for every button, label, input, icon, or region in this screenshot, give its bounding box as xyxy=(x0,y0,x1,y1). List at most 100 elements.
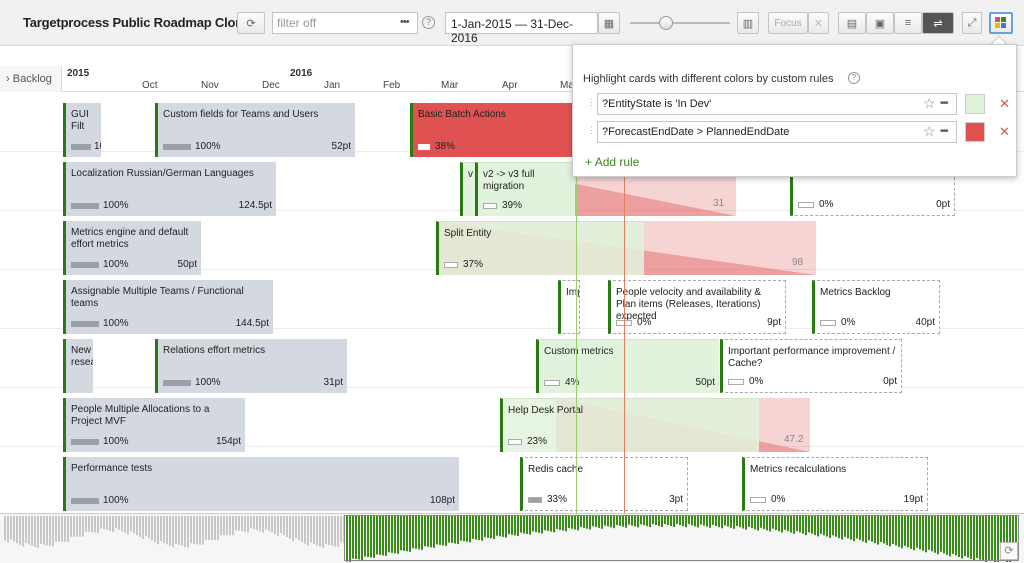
remove-rule-icon[interactable]: ✕ xyxy=(999,96,1010,111)
card[interactable]: Custom metrics 4% 50pt xyxy=(536,339,719,393)
add-rule-button[interactable]: + Add rule xyxy=(585,155,639,169)
card-points: 19pt xyxy=(903,494,923,505)
help-icon[interactable]: ? xyxy=(848,72,860,84)
card-progress xyxy=(483,203,497,209)
card[interactable]: Relations effort metrics 100% 31pt xyxy=(155,339,347,393)
focus-clear-button[interactable]: ✕ xyxy=(808,12,829,34)
card[interactable]: Metrics recalculations 0% 19pt xyxy=(742,457,928,511)
refresh-button[interactable]: ⟳ xyxy=(237,12,265,34)
card-percent: 39% xyxy=(502,200,523,211)
month-label: Jan xyxy=(324,80,341,91)
rule-expression-input[interactable] xyxy=(597,121,957,143)
card-title: Custom metrics xyxy=(544,346,614,357)
star-icon[interactable]: ☆ xyxy=(923,123,936,139)
card-progress xyxy=(750,497,766,503)
card-title: Imp xyxy=(566,287,579,298)
card[interactable]: People Multiple Allocations to a Project… xyxy=(63,398,245,452)
card-points: 3pt xyxy=(669,494,683,505)
list-icon: ≡ xyxy=(904,17,912,29)
card-progress xyxy=(71,321,99,327)
fullscreen-button[interactable]: ⤢ xyxy=(962,12,982,34)
timeline-view-button[interactable]: ⇌ xyxy=(922,12,954,34)
backlog-tab[interactable]: › Backlog xyxy=(0,66,62,92)
star-icon[interactable]: ☆ xyxy=(923,95,936,111)
card-progress xyxy=(163,380,191,386)
card-points: 9pt xyxy=(767,317,781,328)
card[interactable]: People velocity and availability & Plan … xyxy=(608,280,786,334)
card-size-medium-button[interactable]: ▣ xyxy=(866,12,894,34)
card-title: Split Entity xyxy=(444,228,492,239)
focus-button[interactable]: Focus xyxy=(768,12,808,34)
card[interactable]: Important performance improvement / Cach… xyxy=(720,339,902,393)
rule-menu-icon[interactable]: ••• xyxy=(940,126,948,137)
card-percent: 100% xyxy=(103,259,129,270)
timeline-minimap[interactable]: ⟳ xyxy=(0,513,1024,563)
card-points: 108pt xyxy=(429,495,455,506)
card[interactable]: Redis cache 33% 3pt xyxy=(520,457,688,511)
card-percent: 0% xyxy=(841,317,856,328)
card[interactable]: Metrics Backlog 0% 40pt xyxy=(812,280,940,334)
forecast-points: 31 xyxy=(713,198,725,209)
card[interactable]: Basic Batch Actions 38% xyxy=(410,103,532,157)
card[interactable]: New resea xyxy=(63,339,93,393)
minimap-viewport[interactable] xyxy=(344,515,1019,561)
drag-handle-icon[interactable]: ⋮ xyxy=(587,125,596,135)
card-progress xyxy=(163,144,191,150)
card-percent: 10 xyxy=(94,141,101,152)
card-size-small-button[interactable]: ▤ xyxy=(838,12,866,34)
view-toggle-button[interactable]: ▥ xyxy=(737,12,759,34)
card[interactable]: v2 -> v3 full migration 39% xyxy=(475,162,575,216)
card-percent: 100% xyxy=(195,377,221,388)
rule-color-swatch[interactable] xyxy=(965,122,985,142)
rule-color-swatch[interactable] xyxy=(965,94,985,114)
card-title: GUI Filt xyxy=(71,109,89,132)
card-points: 124.5pt xyxy=(238,200,272,211)
card-progress xyxy=(798,202,814,208)
card-percent: 100% xyxy=(195,141,221,152)
filter-input[interactable] xyxy=(272,12,418,34)
card[interactable]: Assignable Multiple Teams / Functional t… xyxy=(63,280,273,334)
highlight-button[interactable] xyxy=(989,12,1013,34)
year-label: 2016 xyxy=(290,68,313,79)
rule-menu-icon[interactable]: ••• xyxy=(940,98,948,109)
card-title: Assignable Multiple Teams / Functional t… xyxy=(71,286,244,309)
timeline-icon: ⇌ xyxy=(933,17,943,30)
filter-menu-icon[interactable]: ••• xyxy=(400,16,410,28)
month-label: Feb xyxy=(383,80,401,91)
rule-expression-input[interactable] xyxy=(597,93,957,115)
card[interactable]: GUI Filt 10 xyxy=(63,103,101,157)
drag-handle-icon[interactable]: ⋮ xyxy=(587,97,596,107)
card[interactable]: Custom fields for Teams and Users 100% 5… xyxy=(155,103,355,157)
card-progress xyxy=(418,144,430,150)
card[interactable]: Performance tests 100% 108pt xyxy=(63,457,459,511)
remove-rule-icon[interactable]: ✕ xyxy=(999,124,1010,139)
calendar-button[interactable]: ▦ xyxy=(598,12,620,34)
minimap-reset-button[interactable]: ⟳ xyxy=(1000,542,1018,560)
card-title: Metrics engine and default effort metric… xyxy=(71,227,189,250)
help-icon[interactable]: ? xyxy=(422,16,435,29)
card-progress xyxy=(71,262,99,268)
zoom-slider-track[interactable] xyxy=(630,22,730,24)
card[interactable]: Split Entity 37% xyxy=(436,221,644,275)
deadline-marker-line xyxy=(624,93,625,513)
refresh-icon: ⟳ xyxy=(1004,545,1014,557)
card-points: 154pt xyxy=(215,436,241,447)
card[interactable]: Imp xyxy=(558,280,580,334)
zoom-slider-handle[interactable] xyxy=(659,16,673,30)
calendar-icon: ▦ xyxy=(603,17,615,30)
card[interactable]: Localization Russian/German Languages 10… xyxy=(63,162,276,216)
date-range-field[interactable]: 1-Jan-2015 — 31-Dec-2016 xyxy=(445,12,598,45)
card[interactable]: Help Desk Portal 23% xyxy=(500,398,759,452)
card-points: 0pt xyxy=(883,376,897,387)
card[interactable]: Metrics engine and default effort metric… xyxy=(63,221,201,275)
month-label: Mar xyxy=(441,80,459,91)
card-size-list-button[interactable]: ≡ xyxy=(894,12,922,34)
card-title: People Multiple Allocations to a Project… xyxy=(71,404,210,427)
card-percent: 100% xyxy=(103,436,129,447)
card-title: Localization Russian/German Languages xyxy=(71,168,254,179)
card-percent: 0% xyxy=(749,376,764,387)
grid-medium-icon: ▣ xyxy=(874,17,886,30)
highlight-rule-row: ⋮ ☆ ••• ✕ xyxy=(587,121,1012,143)
card[interactable]: v xyxy=(460,162,476,216)
card-title: Basic Batch Actions xyxy=(418,109,506,120)
